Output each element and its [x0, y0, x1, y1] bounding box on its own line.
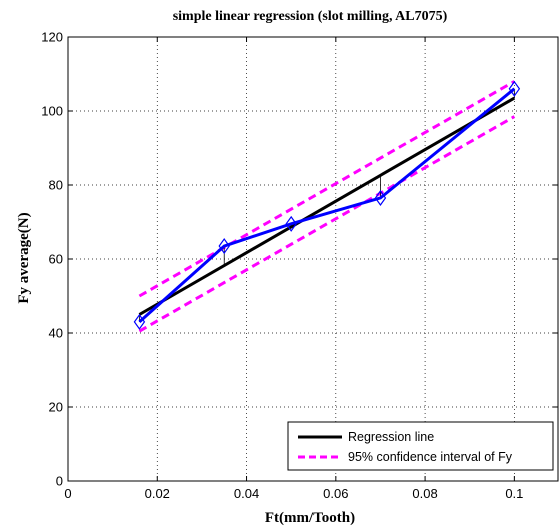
y-tick-label: 20 [49, 400, 63, 415]
legend-label-confidence: 95% confidence interval of Fy [348, 450, 513, 464]
y-tick-label: 100 [41, 104, 63, 119]
regression-line [138, 96, 516, 316]
observed-point [285, 215, 297, 232]
chart-title: simple linear regression (slot milling, … [173, 9, 448, 24]
y-tick-label: 60 [49, 252, 63, 267]
observed-point [374, 189, 387, 206]
axis-ticks: 0 0.02 0.04 0.06 0.08 0.1 0 20 40 60 80 100 120 [41, 30, 558, 501]
y-tick-label: 0 [56, 474, 63, 489]
observed-point [218, 238, 230, 255]
x-tick-label: 0.02 [145, 486, 170, 501]
observed-point [133, 313, 146, 330]
confidence-upper-line [138, 80, 516, 298]
y-tick-label: 80 [49, 178, 63, 193]
x-tick-label: 0.08 [412, 486, 437, 501]
legend-label-regression: Regression line [348, 430, 434, 444]
y-tick-label: 40 [49, 326, 63, 341]
legend: Regression line 95% confidence interval … [287, 421, 554, 471]
observed-line [138, 87, 516, 324]
x-tick-label: 0 [64, 486, 71, 501]
x-axis-label: Ft(mm/Tooth) [265, 510, 355, 526]
y-tick-label: 120 [41, 30, 63, 45]
grid [68, 37, 559, 481]
x-tick-label: 0.1 [505, 486, 523, 501]
x-tick-label: 0.06 [323, 486, 348, 501]
confidence-lower-line [138, 115, 516, 333]
y-axis-label: Fy average(N) [16, 212, 32, 303]
observed-point [508, 80, 521, 97]
x-tick-label: 0.04 [234, 486, 259, 501]
legend-box [287, 421, 554, 471]
series-layer [133, 80, 521, 333]
